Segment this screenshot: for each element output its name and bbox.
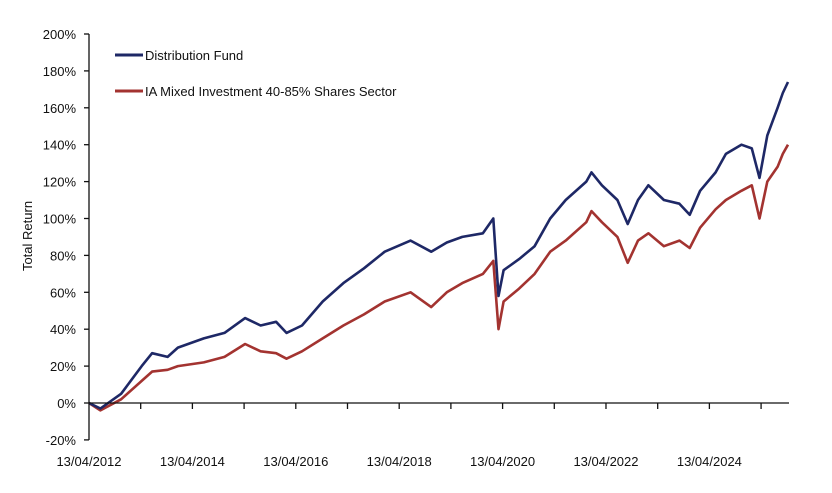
legend: Distribution Fund IA Mixed Investment 40… [115,48,397,99]
y-tick-label: 80% [50,248,76,263]
y-tick-label: 160% [43,101,77,116]
x-tick-label: 13/04/2020 [470,454,535,469]
y-tick-label: 140% [43,138,77,153]
y-tick-label: 0% [57,396,76,411]
series-line-distribution-fund [88,81,790,410]
x-tick-label: 13/04/2012 [56,454,121,469]
y-tick-label: 20% [50,359,76,374]
y-axis-label: Total Return [20,201,35,271]
legend-label-ia-sector: IA Mixed Investment 40-85% Shares Sector [145,84,397,99]
y-tick-label: 180% [43,64,77,79]
y-tick-label: -20% [46,433,77,448]
x-tick-label: 13/04/2022 [573,454,638,469]
series-line-ia-sector [88,144,790,412]
legend-item-ia-sector: IA Mixed Investment 40-85% Shares Sector [115,84,397,99]
y-tick-label: 120% [43,175,77,190]
x-tick-label: 13/04/2016 [263,454,328,469]
legend-item-distribution-fund: Distribution Fund [115,48,243,63]
y-tick-label: 60% [50,285,76,300]
y-tick-label: 200% [43,27,77,42]
legend-label-distribution-fund: Distribution Fund [145,48,243,63]
x-tick-label: 13/04/2018 [367,454,432,469]
y-tick-label: 40% [50,322,76,337]
y-tick-label: 100% [43,212,77,227]
x-tick-label: 13/04/2014 [160,454,225,469]
x-tick-label: 13/04/2024 [677,454,742,469]
